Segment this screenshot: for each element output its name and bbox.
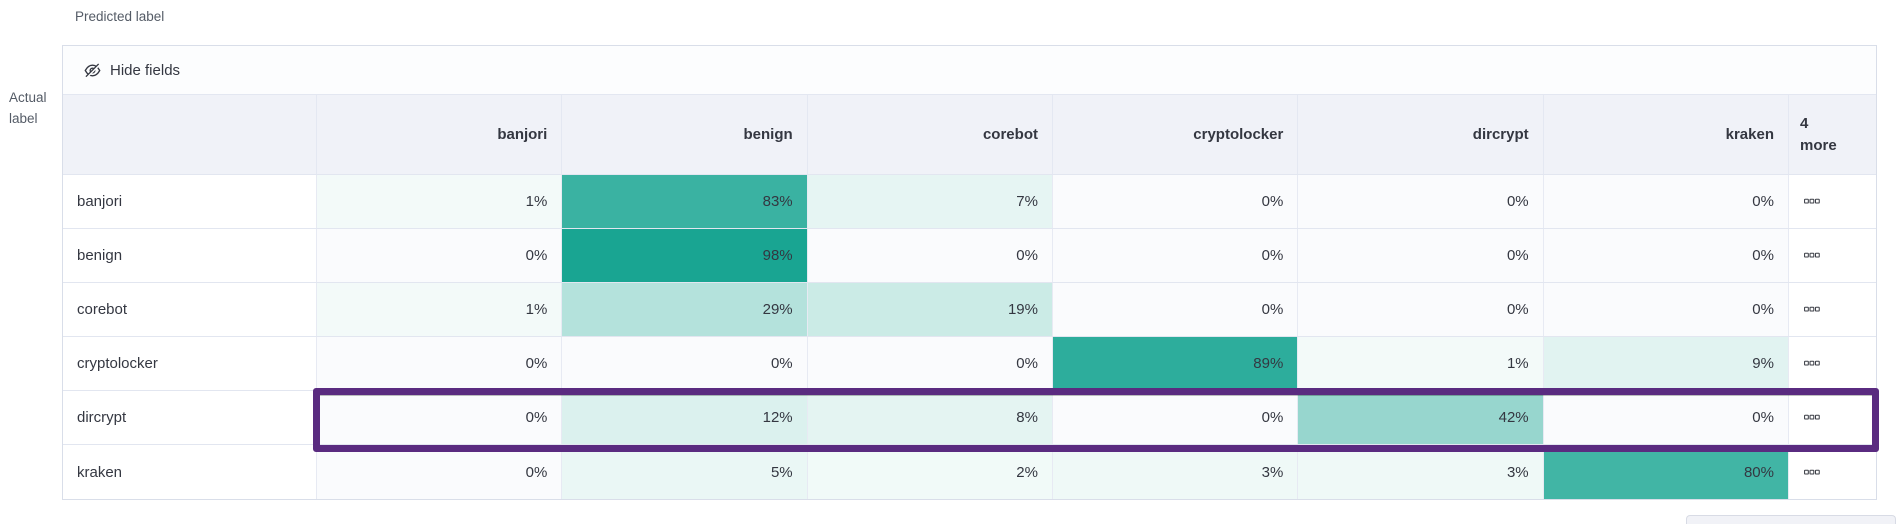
boxes-horizontal-icon[interactable] [1802,250,1822,261]
matrix-cell-dircrypt-kraken: 0% [1542,391,1788,444]
confusion-matrix-grid: Hide fields banjori benign corebot cryptolo… [62,45,1879,500]
matrix-cell-banjori-banjori: 1% [316,175,562,228]
column-header-banjori[interactable]: banjori [316,95,561,174]
matrix-cell-corebot-corebot: 19% [806,283,1052,336]
matrix-cell-cryptolocker-corebot: 0% [806,337,1052,390]
eye-closed-icon [84,62,101,79]
column-header-corebot[interactable]: corebot [806,95,1052,174]
column-header-cryptolocker[interactable]: cryptolocker [1051,95,1297,174]
matrix-cell-dircrypt-corebot: 8% [806,391,1052,444]
column-header-dircrypt[interactable]: dircrypt [1297,95,1542,174]
matrix-rows: banjori 1% 83% 7% 0% 0% 0% benign 0% 98% 0% 0% 0% 0% c… [63,175,1876,499]
matrix-cell-corebot-cryptolocker: 0% [1051,283,1298,336]
row-label-banjori: banjori [63,175,316,228]
column-header-more[interactable]: 4 more [1787,95,1876,174]
boxes-horizontal-icon[interactable] [1802,304,1822,315]
boxes-horizontal-icon[interactable] [1802,412,1822,423]
header-corner-cell [63,95,316,174]
matrix-cell-banjori-dircrypt: 0% [1297,175,1543,228]
actual-label-line2: label [9,111,38,126]
hide-fields-label: Hide fields [110,61,181,79]
row-actions-cell [1787,175,1876,228]
grid-controls-bar: Hide fields [63,46,1876,95]
hide-fields-button[interactable]: Hide fields [76,56,188,85]
matrix-cell-cryptolocker-benign: 0% [561,337,807,390]
matrix-cell-dircrypt-dircrypt: 42% [1297,391,1543,444]
matrix-cell-corebot-kraken: 0% [1542,283,1788,336]
matrix-row-cryptolocker: cryptolocker 0% 0% 0% 89% 1% 9% [63,337,1876,391]
matrix-cell-corebot-banjori: 1% [316,283,562,336]
matrix-cell-kraken-cryptolocker: 3% [1051,445,1298,499]
matrix-cell-cryptolocker-dircrypt: 1% [1297,337,1543,390]
matrix-cell-kraken-banjori: 0% [316,445,562,499]
matrix-row-benign: benign 0% 98% 0% 0% 0% 0% [63,229,1876,283]
row-label-dircrypt: dircrypt [63,391,316,444]
matrix-cell-kraken-kraken: 80% [1542,445,1788,499]
matrix-row-dircrypt: dircrypt 0% 12% 8% 0% 42% 0% [63,391,1876,445]
boxes-horizontal-icon[interactable] [1802,358,1822,369]
matrix-cell-kraken-benign: 5% [561,445,807,499]
matrix-cell-cryptolocker-banjori: 0% [316,337,562,390]
predicted-label: Predicted label [75,9,165,24]
matrix-cell-dircrypt-benign: 12% [561,391,807,444]
boxes-horizontal-icon[interactable] [1802,467,1822,478]
bottom-right-partial-control [1686,515,1896,524]
actual-label: Actual label [9,87,63,129]
matrix-cell-kraken-dircrypt: 3% [1297,445,1543,499]
boxes-horizontal-icon[interactable] [1802,196,1822,207]
matrix-cell-benign-dircrypt: 0% [1297,229,1543,282]
matrix-cell-corebot-dircrypt: 0% [1297,283,1543,336]
matrix-cell-banjori-corebot: 7% [806,175,1052,228]
matrix-cell-corebot-benign: 29% [561,283,807,336]
column-header-kraken[interactable]: kraken [1542,95,1788,174]
matrix-cell-benign-kraken: 0% [1542,229,1788,282]
matrix-cell-benign-banjori: 0% [316,229,562,282]
matrix-cell-benign-corebot: 0% [806,229,1052,282]
matrix-cell-banjori-benign: 83% [561,175,807,228]
matrix-cell-benign-benign: 98% [561,229,807,282]
row-label-benign: benign [63,229,316,282]
matrix-cell-dircrypt-cryptolocker: 0% [1051,391,1298,444]
matrix-cell-dircrypt-banjori: 0% [316,391,562,444]
column-header-benign[interactable]: benign [561,95,806,174]
matrix-cell-cryptolocker-cryptolocker: 89% [1051,337,1298,390]
matrix-cell-kraken-corebot: 2% [806,445,1052,499]
row-actions-cell [1787,283,1876,336]
matrix-cell-banjori-kraken: 0% [1542,175,1788,228]
row-label-cryptolocker: cryptolocker [63,337,316,390]
row-actions-cell [1787,445,1876,499]
row-actions-cell [1787,337,1876,390]
matrix-row-banjori: banjori 1% 83% 7% 0% 0% 0% [63,175,1876,229]
matrix-row-kraken: kraken 0% 5% 2% 3% 3% 80% [63,445,1876,499]
row-actions-cell [1787,391,1876,444]
row-label-kraken: kraken [63,445,316,499]
row-label-corebot: corebot [63,283,316,336]
matrix-cell-cryptolocker-kraken: 9% [1542,337,1788,390]
matrix-cell-benign-cryptolocker: 0% [1051,229,1298,282]
actual-label-line1: Actual [9,90,47,105]
header-row: banjori benign corebot cryptolocker dircrypt… [63,95,1876,175]
row-actions-cell [1787,229,1876,282]
matrix-cell-banjori-cryptolocker: 0% [1051,175,1298,228]
matrix-row-corebot: corebot 1% 29% 19% 0% 0% 0% [63,283,1876,337]
